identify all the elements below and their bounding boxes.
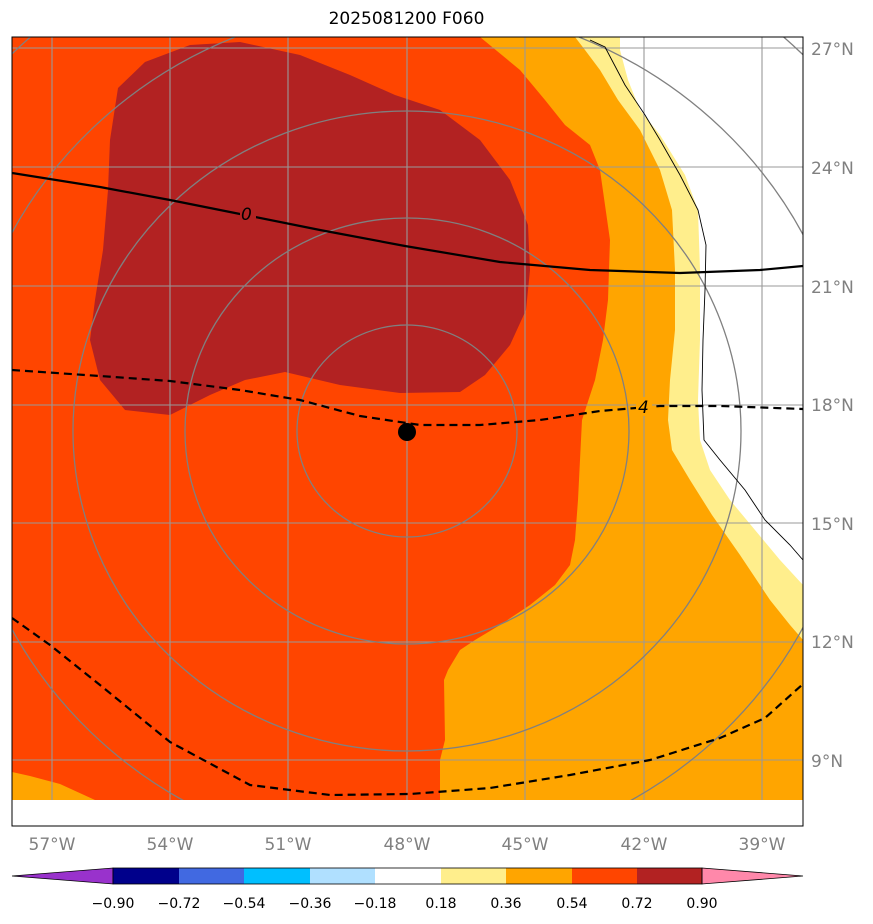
map-frame xyxy=(11,36,804,827)
colorbar-bin-7 xyxy=(506,868,572,884)
map-title: 2025081200 F060 xyxy=(328,9,485,29)
colorbar-outline xyxy=(112,867,703,885)
lat-label-21n: 21°N xyxy=(811,278,854,298)
lon-label-45w: 45°W xyxy=(502,835,549,855)
colorbar-bin-3 xyxy=(244,868,310,884)
lon-label-54w: 54°W xyxy=(147,835,194,855)
colorbar-tick-4: −0.36 xyxy=(289,896,332,912)
contour-label-0-bg xyxy=(240,205,256,224)
colorbar-bin-1 xyxy=(113,868,179,884)
colorbar-bin-2 xyxy=(179,868,244,884)
colorbar-bin-4 xyxy=(310,868,375,884)
contour-label-0: 0 xyxy=(241,205,252,225)
contour-label-4: 4 xyxy=(638,398,649,418)
coastline xyxy=(589,39,803,561)
region-036-054-corner xyxy=(12,772,95,800)
lon-label-39w: 39°W xyxy=(739,835,786,855)
region-lt-018 xyxy=(620,37,803,585)
longitude-labels: 57°W 54°W 51°W 48°W 45°W 42°W 39°W xyxy=(29,835,786,855)
contour-label-4-bg xyxy=(636,397,652,416)
colorbar: −0.90 −0.72 −0.54 −0.36 −0.18 0.18 0.36 … xyxy=(11,867,804,912)
contour-4-line xyxy=(12,368,803,427)
range-ring-1 xyxy=(296,324,518,538)
colorbar-tick-7: 0.36 xyxy=(490,896,521,912)
colorbar-bin-9 xyxy=(637,868,702,884)
colorbar-tick-2: −0.72 xyxy=(158,896,201,912)
lat-label-12n: 12°N xyxy=(811,633,854,653)
colorbar-tick-1: −0.90 xyxy=(92,896,135,912)
lon-label-51w: 51°W xyxy=(265,835,312,855)
range-ring-2 xyxy=(184,217,630,645)
colorbar-bin-6 xyxy=(441,868,506,884)
colorbar-tick-10: 0.90 xyxy=(686,896,717,912)
lon-label-57w: 57°W xyxy=(29,835,76,855)
lat-label-27n: 27°N xyxy=(811,40,854,60)
lat-label-15n: 15°N xyxy=(811,515,854,535)
range-ring-3 xyxy=(72,110,742,752)
lon-label-42w: 42°W xyxy=(621,835,668,855)
colorbar-tick-3: −0.54 xyxy=(223,896,266,912)
colorbar-ticks: −0.90 −0.72 −0.54 −0.36 −0.18 0.18 0.36 … xyxy=(92,896,718,912)
colorbar-bin-8 xyxy=(572,868,637,884)
lon-label-48w: 48°W xyxy=(384,835,431,855)
colorbar-tick-8: 0.54 xyxy=(556,896,587,912)
lat-label-24n: 24°N xyxy=(811,159,854,179)
lat-label-9n: 9°N xyxy=(811,752,843,772)
colorbar-tick-6: 0.18 xyxy=(425,896,456,912)
colorbar-extend-high xyxy=(701,867,804,885)
contour-4-line-south xyxy=(12,617,803,797)
contours xyxy=(12,171,803,797)
contour-0-line xyxy=(12,171,803,275)
colorbar-extend-low xyxy=(11,867,114,885)
lat-label-18n: 18°N xyxy=(811,396,854,416)
colorbar-tick-5: −0.18 xyxy=(354,896,397,912)
colorbar-tick-9: 0.72 xyxy=(621,896,652,912)
latitude-labels: 27°N 24°N 21°N 18°N 15°N 12°N 9°N xyxy=(811,40,854,772)
storm-center-marker xyxy=(398,423,416,441)
colorbar-bin-5 xyxy=(375,868,441,884)
